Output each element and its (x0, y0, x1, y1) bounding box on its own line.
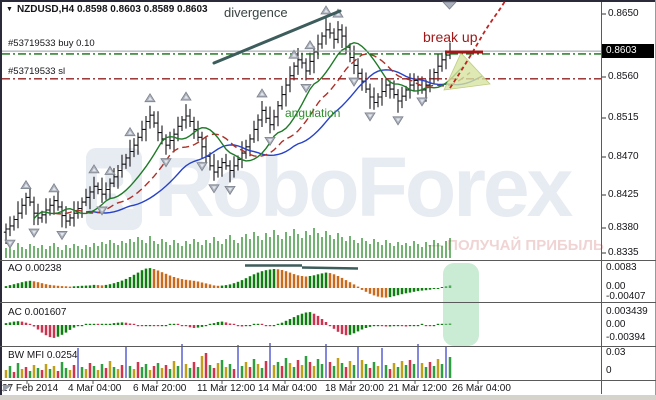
chart-title: ▼ NZDUSD,H4 0.8598 0.8603 0.8589 0.8603 (6, 4, 208, 15)
watermark-slogan: — ПОЛУЧАЙ ПРИБЫЛЬ (428, 237, 604, 254)
break-up-annotation: break up (423, 29, 478, 45)
price-axis-label: 0.8560 (608, 71, 639, 82)
price-axis-label: 0.8425 (608, 189, 639, 200)
time-axis-label: 11 Mar 12:00 (197, 383, 256, 394)
time-axis-label: 18 Mar 20:00 (325, 383, 384, 394)
status-strip (0, 395, 656, 400)
mfi-axis-label: 0 (606, 365, 612, 376)
window-border-left (0, 0, 2, 400)
angulation-annotation: angulation (285, 106, 341, 120)
symbol-marker-icon: ▼ (6, 6, 13, 13)
current-price-badge: 0.8603 (602, 44, 654, 58)
price-axis-label: 0.8470 (608, 151, 639, 162)
ao-axis-label: -0.00407 (606, 291, 646, 302)
order-sl-label[interactable]: #53719533 sl (8, 66, 66, 77)
ac-indicator-label: AC 0.001607 (8, 307, 67, 318)
order-buy-label[interactable]: #53719533 buy 0.10 (8, 38, 95, 49)
ac-axis-label: 0.00 (606, 319, 626, 330)
time-axis-label: 6 Mar 20:00 (133, 383, 187, 394)
mfi-indicator-label: BW MFI 0.0254 (8, 350, 78, 361)
time-axis-label: 26 Mar 04:00 (452, 383, 511, 394)
ao-indicator-label: AO 0.00238 (8, 263, 62, 274)
window-border-top (0, 0, 656, 2)
ac-axis-label: 0.003439 (606, 306, 648, 317)
chart-title-text: NZDUSD,H4 0.8598 0.8603 0.8589 0.8603 (16, 4, 208, 15)
price-axis-label: 0.8335 (608, 247, 639, 258)
price-axis-label: 0.8650 (608, 8, 639, 19)
series-begin-marker (3, 385, 12, 392)
ao-axis-label: 0.00 (606, 281, 626, 292)
time-axis-label: 27 Feb 2014 (2, 383, 59, 394)
time-axis-label: 4 Mar 04:00 (68, 383, 122, 394)
time-axis-label: 21 Mar 12:00 (388, 383, 447, 394)
price-axis-label: 0.8515 (608, 112, 639, 123)
divergence-annotation: divergence (224, 5, 288, 20)
ao-axis-label: 0.0083 (606, 262, 637, 273)
watermark-brand: RoboForex (154, 140, 573, 234)
mfi-axis-label: 0.03 (606, 347, 626, 358)
ac-axis-label: -0.00394 (606, 332, 646, 343)
time-axis-label: 14 Mar 04:00 (258, 383, 317, 394)
price-axis-label: 0.8380 (608, 222, 639, 233)
